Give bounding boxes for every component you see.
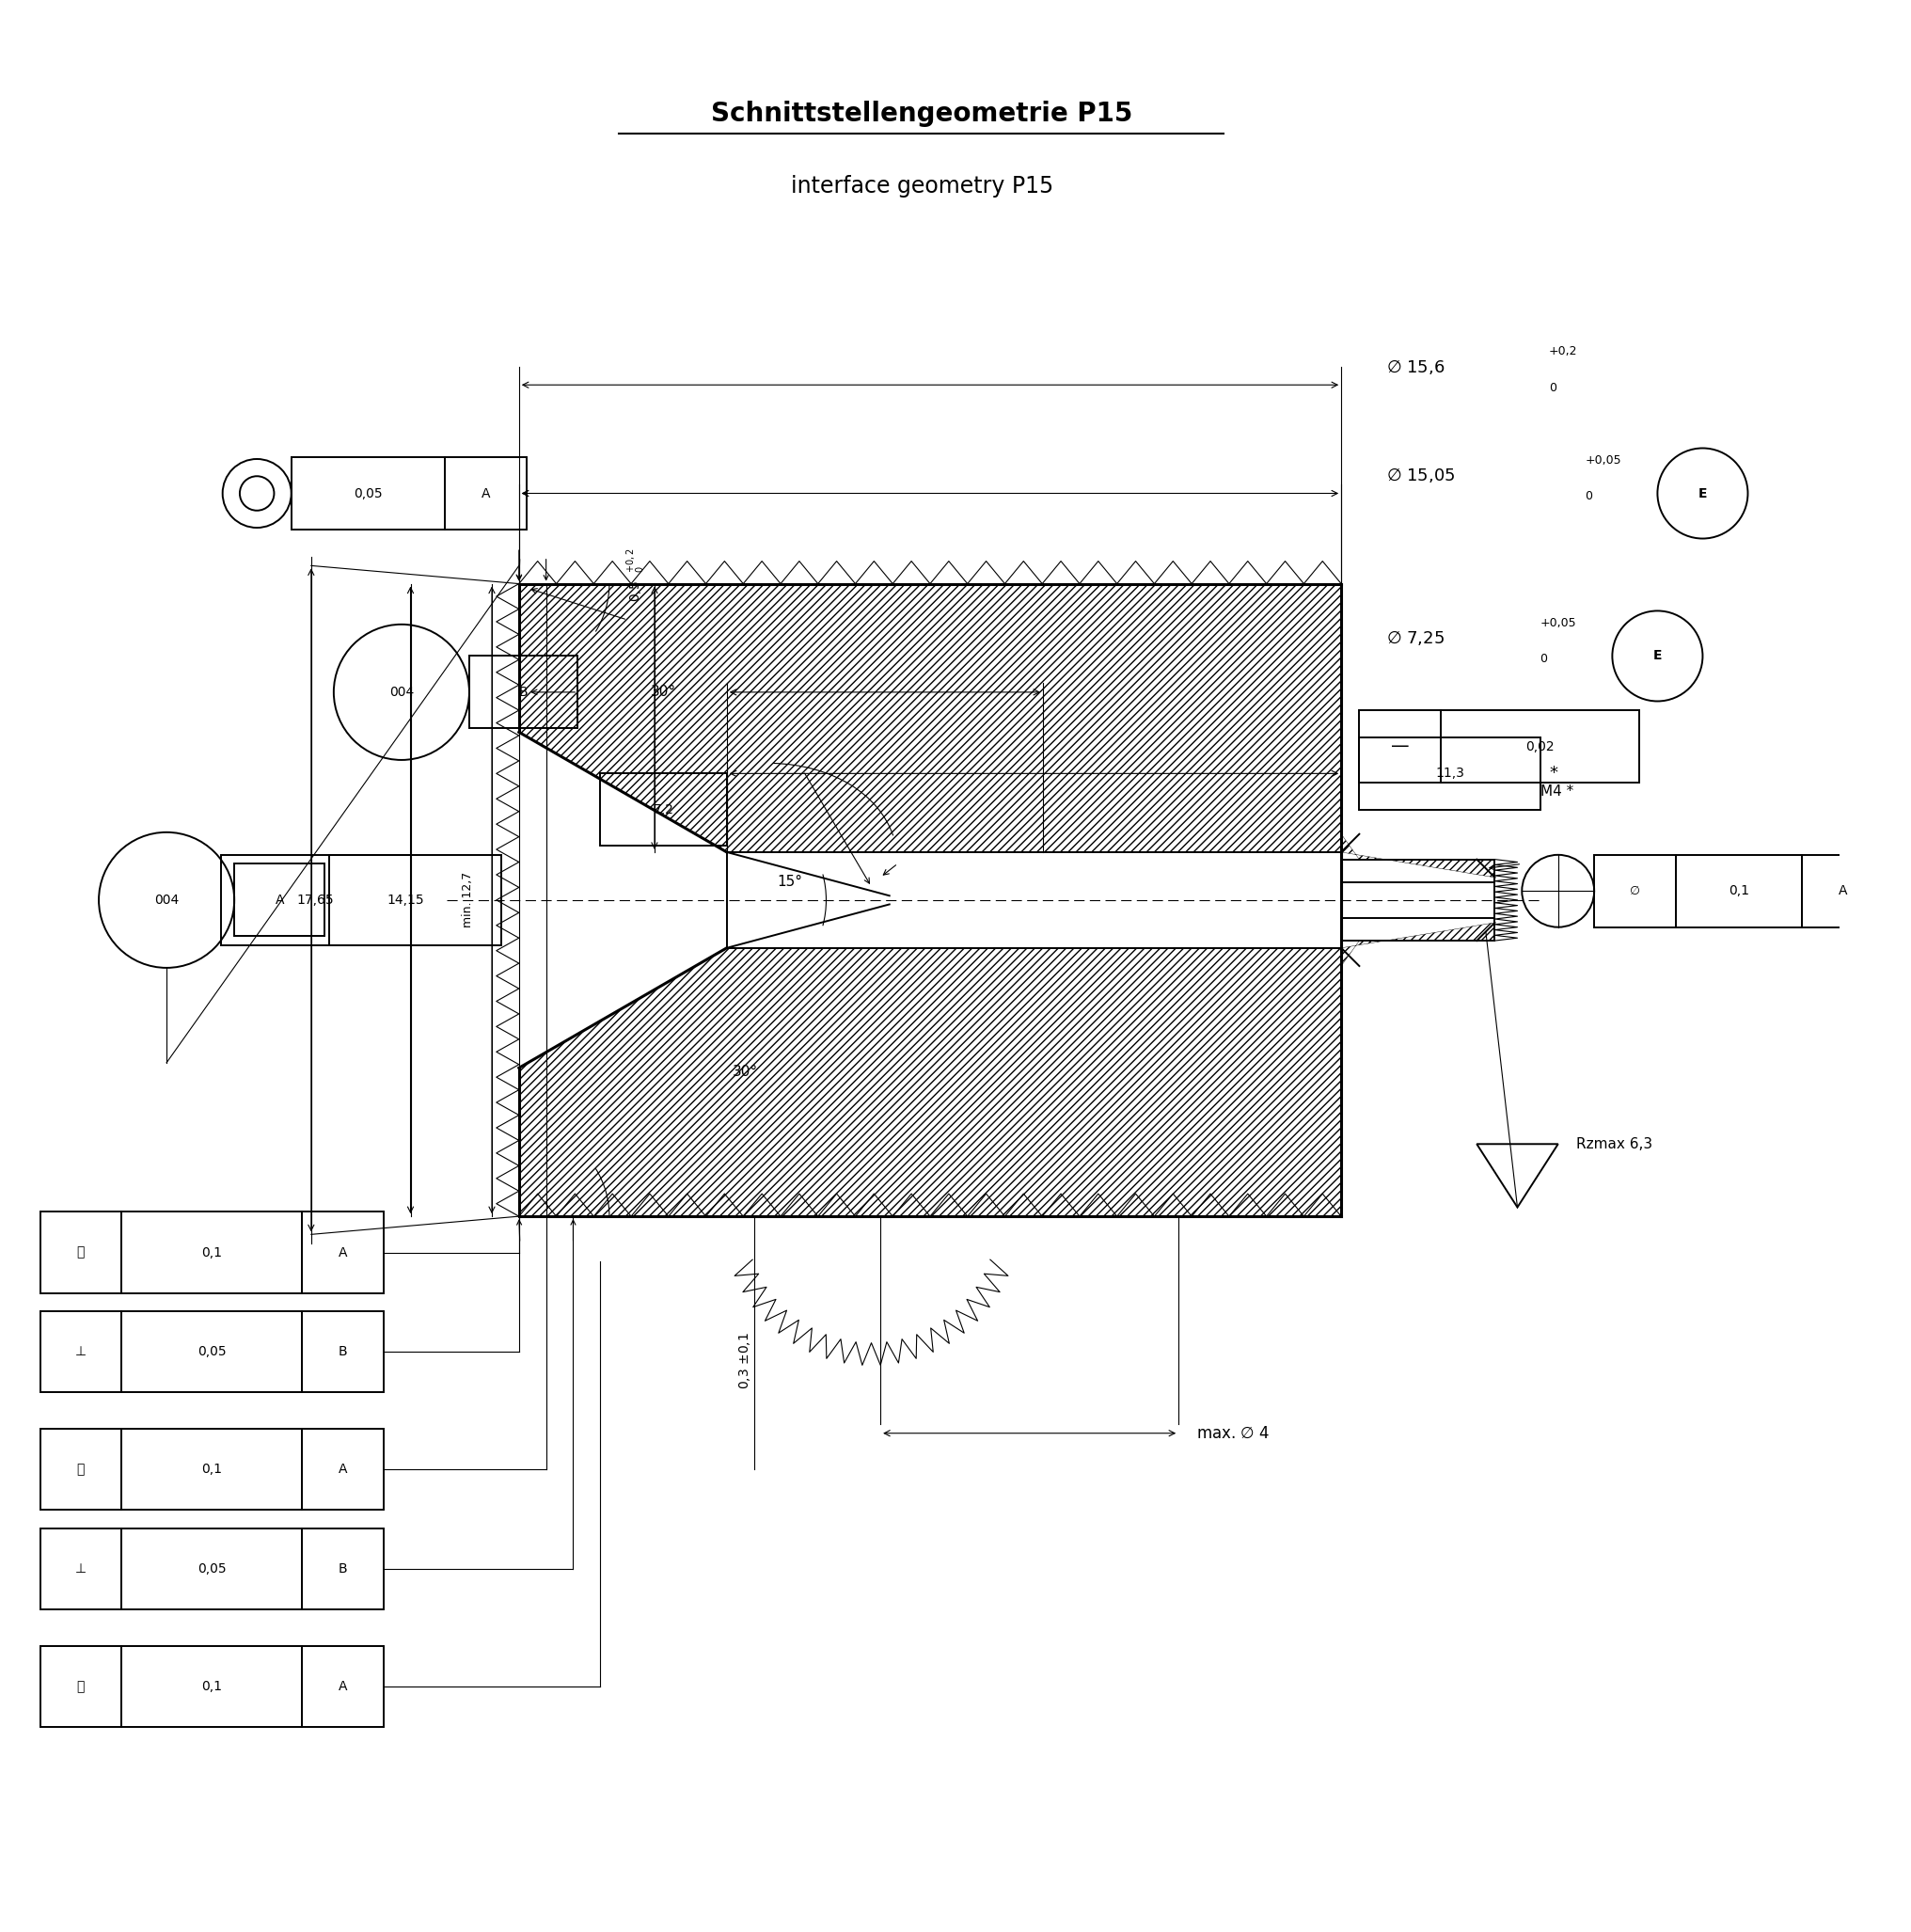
Text: 0,05: 0,05 bbox=[197, 1345, 225, 1358]
Text: A: A bbox=[338, 1463, 348, 1476]
Text: *: * bbox=[1550, 765, 1557, 782]
Text: min. 12,7: min. 12,7 bbox=[462, 871, 474, 927]
Bar bbox=[40, 1646, 122, 1727]
Bar bbox=[302, 1428, 384, 1511]
Text: Rzmax 6,3: Rzmax 6,3 bbox=[1577, 1136, 1653, 1151]
Bar bbox=[235, 864, 325, 937]
Text: 0,3 $\pm$0,1: 0,3 $\pm$0,1 bbox=[738, 1333, 753, 1389]
Text: 004: 004 bbox=[390, 686, 415, 699]
Bar bbox=[1359, 711, 1441, 782]
Text: Schnittstellengeometrie P15: Schnittstellengeometrie P15 bbox=[711, 100, 1133, 128]
Text: A: A bbox=[338, 1679, 348, 1692]
Text: A: A bbox=[275, 893, 285, 906]
Text: B: B bbox=[338, 1563, 348, 1575]
Bar bbox=[329, 854, 501, 945]
Text: ⊥: ⊥ bbox=[75, 1345, 86, 1358]
Bar bbox=[1594, 854, 1676, 927]
Text: ⌒: ⌒ bbox=[76, 1463, 84, 1476]
Text: A: A bbox=[338, 1246, 348, 1260]
Bar bbox=[1884, 854, 1911, 927]
Text: 7,2: 7,2 bbox=[654, 804, 675, 815]
Bar bbox=[122, 1528, 302, 1609]
Text: ⌒: ⌒ bbox=[76, 1246, 84, 1260]
Text: A: A bbox=[482, 487, 489, 500]
Text: 0: 0 bbox=[1586, 491, 1592, 502]
Text: 0: 0 bbox=[1550, 383, 1557, 394]
Bar bbox=[122, 1428, 302, 1511]
Text: $\varnothing$: $\varnothing$ bbox=[1630, 885, 1640, 898]
Bar bbox=[1441, 711, 1640, 782]
Text: +0,05: +0,05 bbox=[1540, 616, 1577, 630]
Bar bbox=[122, 1211, 302, 1293]
Text: 17,65: 17,65 bbox=[296, 893, 334, 906]
Text: 0,1: 0,1 bbox=[201, 1463, 222, 1476]
Text: 0,1: 0,1 bbox=[201, 1246, 222, 1260]
Bar bbox=[302, 1211, 384, 1293]
Text: 0,1: 0,1 bbox=[1728, 885, 1749, 898]
Text: E: E bbox=[1653, 649, 1663, 663]
Text: 30°: 30° bbox=[652, 686, 676, 699]
Text: 0,1: 0,1 bbox=[201, 1679, 222, 1692]
Bar bbox=[290, 458, 445, 529]
Text: 0,05: 0,05 bbox=[354, 487, 382, 500]
Text: 0,5  $^{+0,2}_{0}$: 0,5 $^{+0,2}_{0}$ bbox=[625, 547, 648, 601]
Text: $\varnothing$ 15,6: $\varnothing$ 15,6 bbox=[1385, 357, 1445, 377]
Text: max. $\varnothing$ 4: max. $\varnothing$ 4 bbox=[1196, 1424, 1271, 1441]
Bar bbox=[1676, 854, 1802, 927]
Text: B: B bbox=[338, 1345, 348, 1358]
Bar bbox=[1802, 854, 1884, 927]
Text: $\varnothing$ 7,25: $\varnothing$ 7,25 bbox=[1385, 628, 1445, 647]
Text: B: B bbox=[520, 686, 527, 699]
Text: 0: 0 bbox=[1540, 653, 1548, 665]
Text: 0,05: 0,05 bbox=[197, 1563, 225, 1575]
Text: 004: 004 bbox=[155, 893, 180, 906]
Bar bbox=[40, 1211, 122, 1293]
Bar bbox=[40, 1528, 122, 1609]
Text: 11,3: 11,3 bbox=[1435, 767, 1464, 781]
Text: 30°: 30° bbox=[732, 1065, 757, 1078]
Bar bbox=[122, 1646, 302, 1727]
Bar bbox=[122, 1312, 302, 1393]
Bar bbox=[1359, 738, 1540, 810]
Bar bbox=[470, 657, 577, 728]
Bar bbox=[302, 1528, 384, 1609]
Text: 15°: 15° bbox=[778, 875, 803, 889]
Bar bbox=[302, 1312, 384, 1393]
Text: interface geometry P15: interface geometry P15 bbox=[791, 174, 1053, 197]
Text: —: — bbox=[1391, 738, 1408, 755]
Bar bbox=[222, 854, 411, 945]
Bar bbox=[600, 773, 726, 846]
Text: ⊥: ⊥ bbox=[75, 1563, 86, 1575]
Bar bbox=[302, 1646, 384, 1727]
Text: A: A bbox=[1838, 885, 1848, 898]
Text: +0,2: +0,2 bbox=[1550, 346, 1578, 357]
Text: 0,02: 0,02 bbox=[1525, 740, 1554, 753]
Text: +0,05: +0,05 bbox=[1586, 454, 1622, 466]
Text: M4 *: M4 * bbox=[1540, 784, 1573, 798]
Bar bbox=[445, 458, 526, 529]
Text: $\varnothing$ 15,05: $\varnothing$ 15,05 bbox=[1385, 466, 1456, 485]
Text: E: E bbox=[1699, 487, 1707, 500]
Bar bbox=[40, 1428, 122, 1511]
Text: ⌒: ⌒ bbox=[76, 1679, 84, 1692]
Text: 14,15: 14,15 bbox=[388, 893, 424, 906]
Bar bbox=[40, 1312, 122, 1393]
